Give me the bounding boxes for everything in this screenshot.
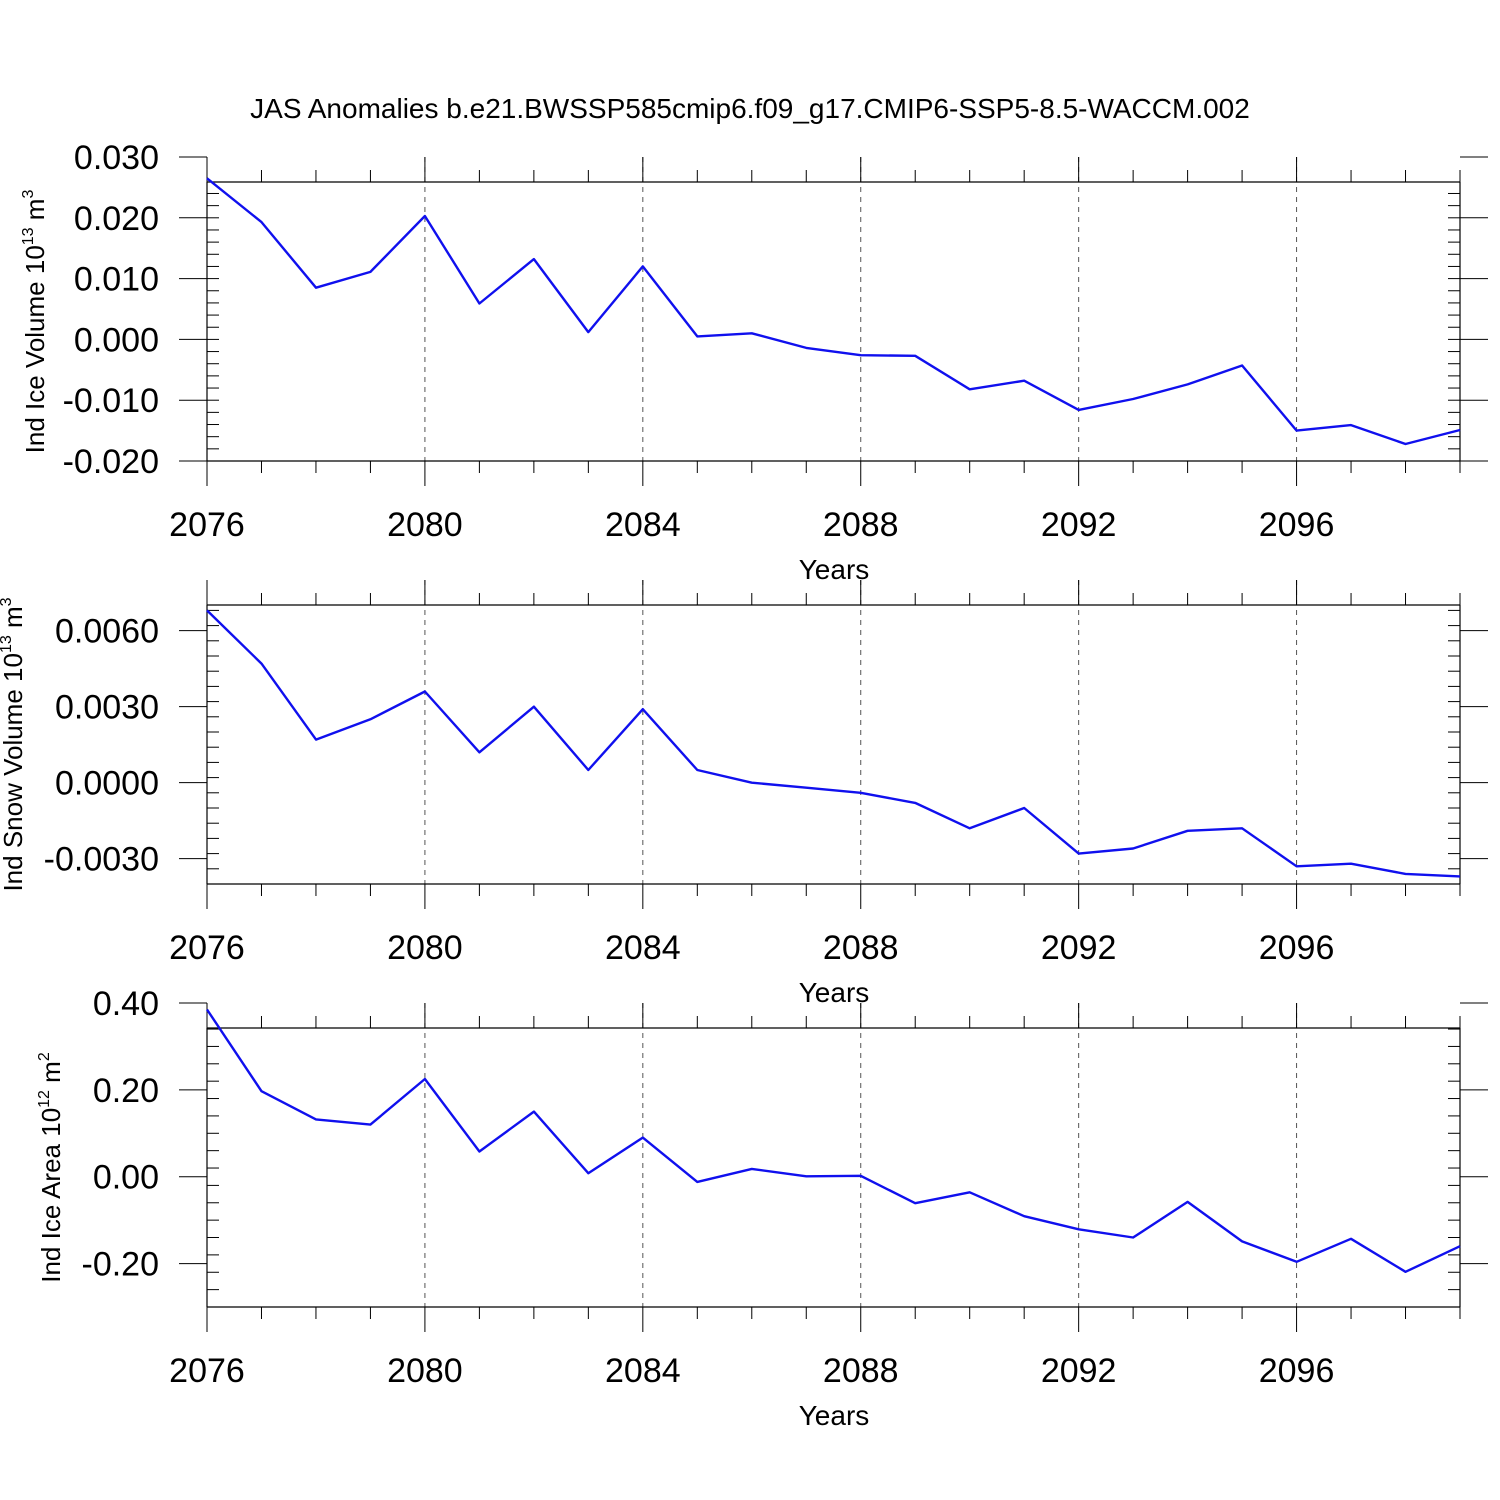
x-tick-label: 2092 <box>1041 506 1117 544</box>
x-tick-label: 2096 <box>1259 929 1335 967</box>
y-tick-label: -0.0030 <box>44 841 159 879</box>
y-tick-label: 0.010 <box>74 261 159 299</box>
panel-3: 0.40 0.20 0.00 -0.20 2076 2080 2084 2088 2092 209… <box>36 985 1488 1431</box>
x-axis-label: Years <box>799 554 870 585</box>
x-tick-label: 2080 <box>387 1352 463 1390</box>
x-axis-label: Years <box>799 1400 870 1431</box>
x-tick-label: 2084 <box>605 929 681 967</box>
x-tick-label: 2092 <box>1041 929 1117 967</box>
y-axis-label: Ind Ice Area 1012 m2 <box>36 1052 66 1283</box>
y-axis-label: Ind Ice Volume 1013 m3 <box>20 190 50 454</box>
series-line <box>206 177 1461 446</box>
y-tick-label: 0.000 <box>74 321 159 359</box>
series-line <box>206 609 1461 878</box>
x-axis-label: Years <box>799 977 870 1008</box>
x-tick-label: 2076 <box>169 929 245 967</box>
panel-2: 0.0060 0.0030 0.0000 -0.0030 2076 2080 2084 208… <box>0 580 1488 1008</box>
y-tick-label: 0.0030 <box>55 689 159 727</box>
x-tick-label: 2076 <box>169 506 245 544</box>
y-tick-label: 0.20 <box>93 1072 159 1110</box>
y-tick-label: 0.030 <box>74 139 159 177</box>
x-tick-label: 2076 <box>169 1352 245 1390</box>
x-tick-label: 2084 <box>605 1352 681 1390</box>
y-tick-label: 0.0000 <box>55 765 159 803</box>
chart-title: JAS Anomalies b.e21.BWSSP585cmip6.f09_g1… <box>250 93 1250 124</box>
x-tick-label: 2096 <box>1259 1352 1335 1390</box>
y-tick-label: 0.020 <box>74 200 159 238</box>
x-tick-label: 2080 <box>387 506 463 544</box>
y-axis-label: Ind Snow Volume 1013 m3 <box>0 597 28 891</box>
y-tick-label: 0.00 <box>93 1159 159 1197</box>
panel-1: 0.030 0.020 0.010 0.000 -0.010 -0.020 2076 2080… <box>20 139 1488 585</box>
y-tick-label: -0.010 <box>63 382 159 420</box>
series-line <box>206 1008 1461 1274</box>
x-tick-label: 2088 <box>823 506 899 544</box>
x-tick-label: 2088 <box>823 1352 899 1390</box>
x-tick-label: 2088 <box>823 929 899 967</box>
y-tick-label: -0.020 <box>63 443 159 481</box>
y-tick-label: 0.40 <box>93 985 159 1023</box>
x-tick-label: 2092 <box>1041 1352 1117 1390</box>
y-tick-label: 0.0060 <box>55 613 159 651</box>
y-tick-label: -0.20 <box>82 1246 160 1284</box>
x-tick-label: 2080 <box>387 929 463 967</box>
x-tick-label: 2096 <box>1259 506 1335 544</box>
x-tick-label: 2084 <box>605 506 681 544</box>
